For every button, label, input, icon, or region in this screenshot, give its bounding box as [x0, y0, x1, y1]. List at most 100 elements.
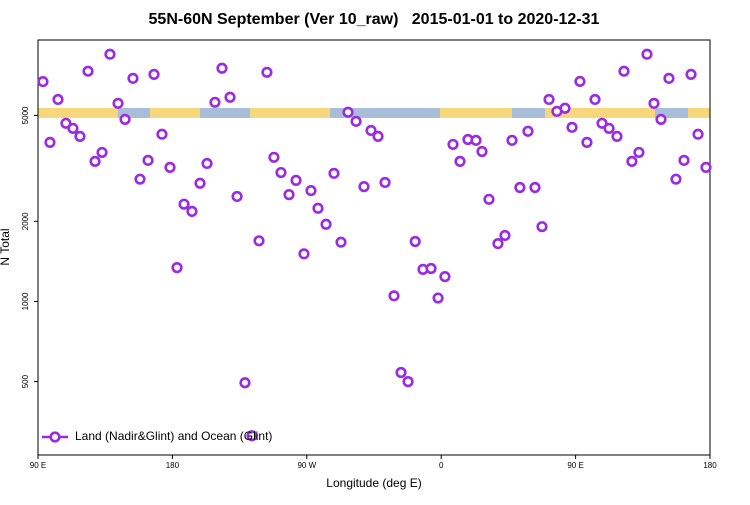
- land-band: [38, 108, 118, 118]
- data-point: [268, 151, 280, 163]
- y-axis-label: N Total: [0, 228, 12, 265]
- data-point: [499, 229, 511, 242]
- data-point: [134, 173, 146, 185]
- data-point: [432, 292, 444, 304]
- data-point: [611, 130, 623, 142]
- data-point: [514, 181, 526, 194]
- data-point: [342, 106, 354, 118]
- data-point: [283, 189, 295, 201]
- data-point: [633, 146, 645, 159]
- data-point: [89, 155, 101, 167]
- data-point: [156, 128, 168, 140]
- x-tick-label: 90 E: [30, 461, 46, 470]
- data-point: [589, 93, 601, 106]
- data-point: [246, 430, 258, 442]
- data-point: [328, 167, 340, 179]
- plot-frame: [37, 39, 711, 456]
- data-point: [678, 154, 690, 166]
- data-point: [425, 262, 437, 275]
- data-point: [44, 136, 56, 148]
- data-point: [209, 96, 221, 108]
- data-point: [96, 146, 108, 159]
- chart-title: 55N-60N September (Ver 10_raw) 2015-01-0…: [149, 11, 600, 28]
- data-point: [685, 68, 697, 80]
- data-point: [447, 138, 459, 151]
- data-point: [178, 198, 190, 210]
- data-point: [37, 75, 49, 88]
- data-point: [67, 122, 79, 134]
- data-point: [581, 136, 593, 148]
- data-point: [201, 157, 213, 170]
- data-point: [648, 97, 660, 109]
- data-point: [506, 134, 518, 146]
- data-point: [641, 48, 653, 60]
- data-point: [74, 130, 86, 142]
- data-point: [194, 177, 206, 189]
- data-point: [335, 236, 347, 248]
- data-point: [670, 173, 682, 185]
- data-point: [112, 97, 124, 109]
- data-point: [216, 62, 228, 74]
- data-point: [395, 366, 407, 379]
- land-band: [250, 108, 330, 118]
- data-point: [626, 155, 638, 167]
- data-point: [692, 128, 704, 140]
- land-band: [150, 108, 200, 118]
- data-point: [186, 205, 198, 217]
- data-point: [543, 93, 555, 106]
- data-point: [119, 113, 131, 126]
- data-point: [529, 181, 541, 194]
- data-point: [559, 102, 571, 114]
- data-point: [483, 193, 495, 205]
- data-point: [402, 376, 414, 388]
- data-point: [290, 174, 302, 186]
- data-point: [522, 125, 534, 137]
- x-tick-label: 90 E: [567, 461, 583, 470]
- data-point: [574, 75, 586, 88]
- y-tick-label: 1000: [21, 292, 30, 310]
- data-point: [409, 235, 421, 248]
- legend-marker: [49, 431, 61, 443]
- data-point: [365, 124, 377, 137]
- data-point: [566, 121, 578, 133]
- data-point: [618, 65, 630, 77]
- data-point: [596, 117, 608, 129]
- data-point: [454, 155, 466, 167]
- data-point: [312, 202, 324, 214]
- data-point: [224, 91, 236, 103]
- data-point: [305, 184, 317, 197]
- data-point: [476, 145, 488, 158]
- ocean-band: [38, 108, 710, 118]
- data-point: [320, 218, 332, 230]
- data-point: [275, 166, 287, 179]
- data-point: [388, 290, 400, 302]
- y-tick-label: 5000: [21, 106, 30, 124]
- x-tick-label: 180: [166, 461, 180, 470]
- data-point: [470, 134, 482, 146]
- data-point: [148, 68, 160, 80]
- x-axis-label: Longitude (deg E): [326, 476, 421, 490]
- land-band: [688, 108, 710, 118]
- data-point: [700, 161, 712, 173]
- data-point: [439, 271, 451, 283]
- data-point: [82, 65, 94, 77]
- data-point: [104, 48, 116, 60]
- data-point: [358, 181, 370, 193]
- data-point: [164, 161, 176, 173]
- land-ocean-band: [38, 108, 710, 118]
- data-point: [142, 154, 154, 166]
- data-point: [261, 66, 273, 78]
- data-point: [492, 237, 504, 250]
- data-point: [298, 248, 310, 260]
- data-point: [350, 115, 362, 127]
- data-point: [663, 72, 675, 84]
- data-point: [379, 176, 391, 189]
- data-point: [127, 72, 139, 84]
- x-tick-label: 90 W: [297, 461, 316, 470]
- x-tick-label: 0: [439, 461, 444, 470]
- data-point: [52, 93, 64, 106]
- data-point: [231, 190, 243, 203]
- y-tick-label: 2000: [21, 212, 30, 230]
- data-point: [239, 377, 251, 389]
